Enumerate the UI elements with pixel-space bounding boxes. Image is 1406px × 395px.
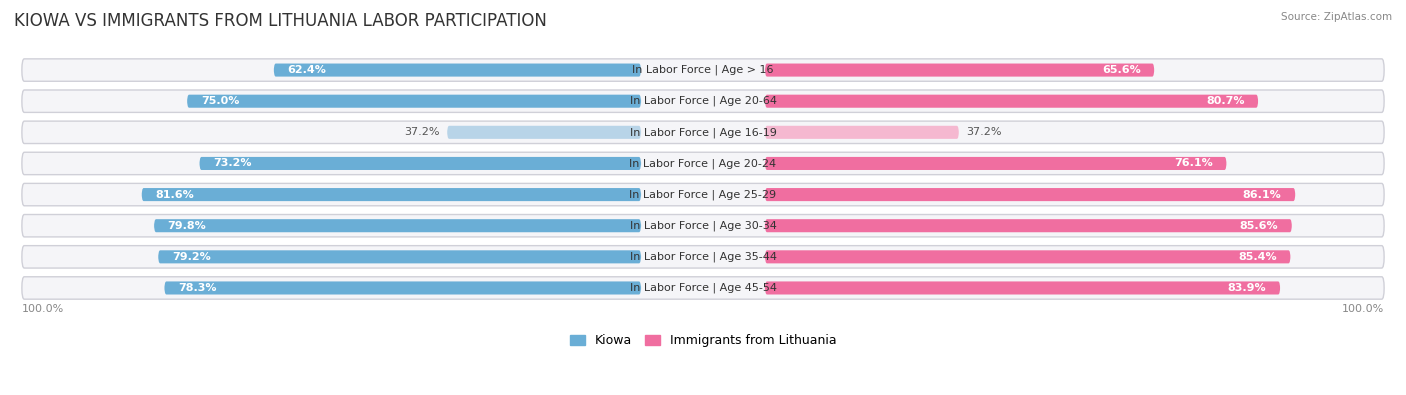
Text: 85.6%: 85.6% xyxy=(1240,221,1278,231)
Text: 100.0%: 100.0% xyxy=(22,303,65,314)
Text: In Labor Force | Age 20-64: In Labor Force | Age 20-64 xyxy=(630,96,776,106)
Text: In Labor Force | Age 20-24: In Labor Force | Age 20-24 xyxy=(630,158,776,169)
FancyBboxPatch shape xyxy=(22,246,1384,268)
Text: 81.6%: 81.6% xyxy=(155,190,194,199)
Legend: Kiowa, Immigrants from Lithuania: Kiowa, Immigrants from Lithuania xyxy=(565,329,841,352)
FancyBboxPatch shape xyxy=(765,250,1291,263)
Text: In Labor Force | Age 30-34: In Labor Force | Age 30-34 xyxy=(630,220,776,231)
FancyBboxPatch shape xyxy=(187,95,641,108)
FancyBboxPatch shape xyxy=(765,281,1281,295)
Text: In Labor Force | Age 35-44: In Labor Force | Age 35-44 xyxy=(630,252,776,262)
Text: 65.6%: 65.6% xyxy=(1102,65,1140,75)
FancyBboxPatch shape xyxy=(22,59,1384,81)
FancyBboxPatch shape xyxy=(22,121,1384,143)
FancyBboxPatch shape xyxy=(142,188,641,201)
FancyBboxPatch shape xyxy=(22,183,1384,206)
Text: 100.0%: 100.0% xyxy=(1341,303,1384,314)
Text: 76.1%: 76.1% xyxy=(1174,158,1213,168)
FancyBboxPatch shape xyxy=(155,219,641,232)
FancyBboxPatch shape xyxy=(765,64,1154,77)
Text: In Labor Force | Age 25-29: In Labor Force | Age 25-29 xyxy=(630,189,776,200)
FancyBboxPatch shape xyxy=(157,250,641,263)
Text: 79.8%: 79.8% xyxy=(167,221,207,231)
Text: 83.9%: 83.9% xyxy=(1227,283,1267,293)
FancyBboxPatch shape xyxy=(765,188,1295,201)
Text: Source: ZipAtlas.com: Source: ZipAtlas.com xyxy=(1281,12,1392,22)
Text: In Labor Force | Age 16-19: In Labor Force | Age 16-19 xyxy=(630,127,776,137)
FancyBboxPatch shape xyxy=(765,219,1292,232)
FancyBboxPatch shape xyxy=(22,152,1384,175)
Text: 75.0%: 75.0% xyxy=(201,96,239,106)
FancyBboxPatch shape xyxy=(165,281,641,295)
Text: 85.4%: 85.4% xyxy=(1239,252,1277,262)
Text: 79.2%: 79.2% xyxy=(172,252,211,262)
FancyBboxPatch shape xyxy=(765,95,1258,108)
Text: 37.2%: 37.2% xyxy=(405,127,440,137)
FancyBboxPatch shape xyxy=(200,157,641,170)
Text: 37.2%: 37.2% xyxy=(966,127,1001,137)
Text: KIOWA VS IMMIGRANTS FROM LITHUANIA LABOR PARTICIPATION: KIOWA VS IMMIGRANTS FROM LITHUANIA LABOR… xyxy=(14,12,547,30)
Text: 78.3%: 78.3% xyxy=(179,283,217,293)
FancyBboxPatch shape xyxy=(22,90,1384,113)
Text: 73.2%: 73.2% xyxy=(214,158,252,168)
FancyBboxPatch shape xyxy=(22,214,1384,237)
Text: In Labor Force | Age > 16: In Labor Force | Age > 16 xyxy=(633,65,773,75)
Text: 86.1%: 86.1% xyxy=(1243,190,1282,199)
FancyBboxPatch shape xyxy=(765,157,1226,170)
Text: 80.7%: 80.7% xyxy=(1206,96,1244,106)
FancyBboxPatch shape xyxy=(22,277,1384,299)
Text: 62.4%: 62.4% xyxy=(287,65,326,75)
Text: In Labor Force | Age 45-54: In Labor Force | Age 45-54 xyxy=(630,283,776,293)
FancyBboxPatch shape xyxy=(274,64,641,77)
FancyBboxPatch shape xyxy=(447,126,641,139)
FancyBboxPatch shape xyxy=(765,126,959,139)
